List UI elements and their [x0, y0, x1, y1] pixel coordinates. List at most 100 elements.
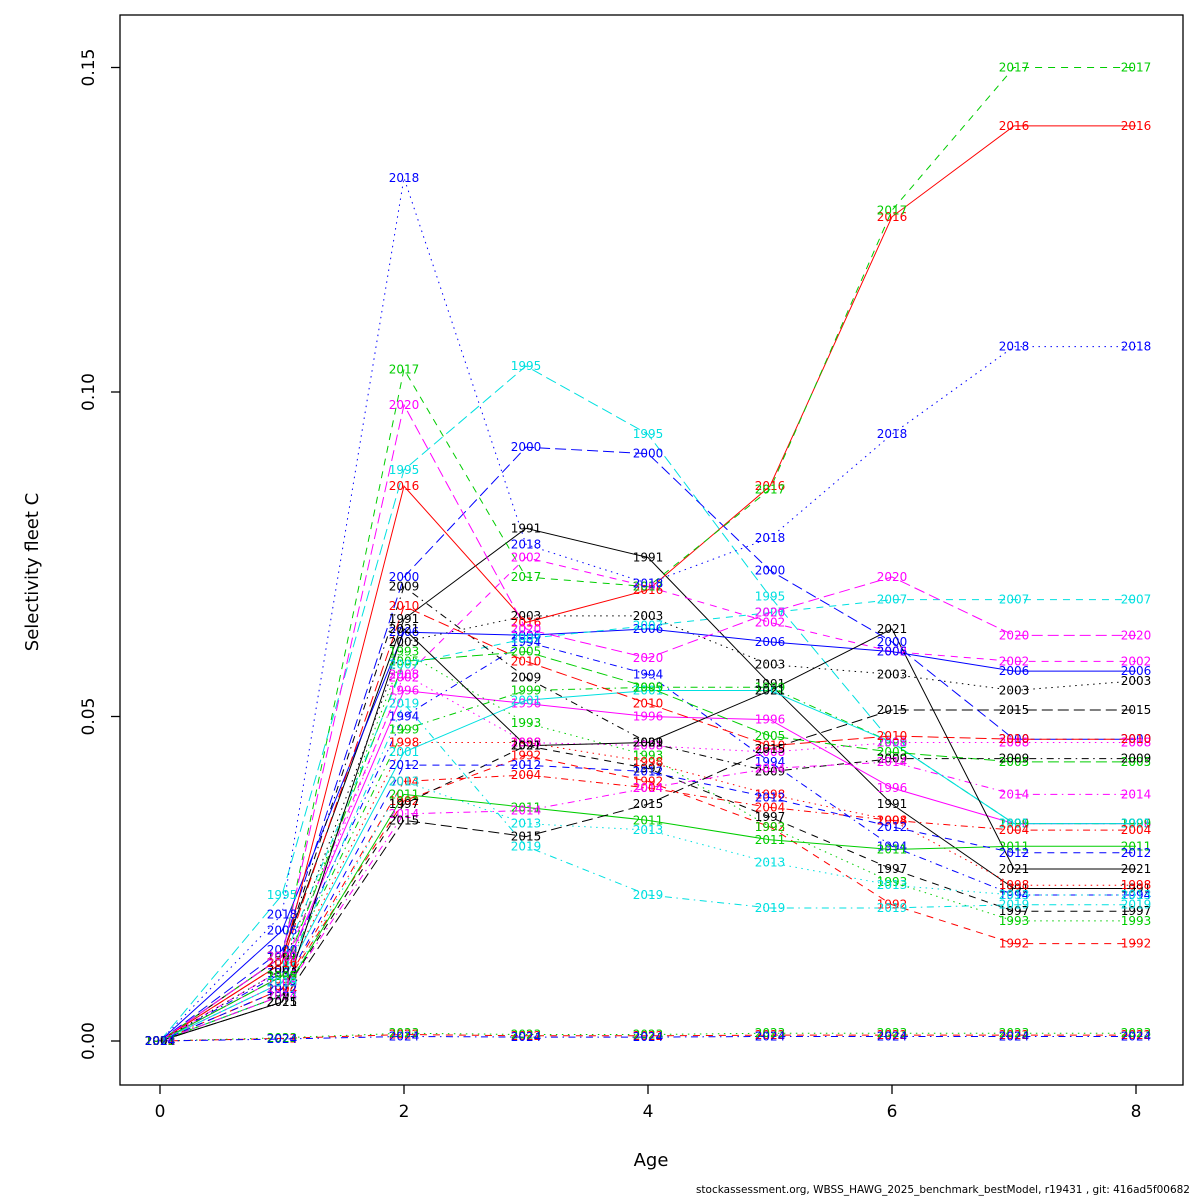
series-label-1997-age1: 1997: [267, 989, 298, 1003]
series-label-2020-age6: 2020: [877, 570, 908, 584]
series-label-2002-age8: 2002: [1121, 654, 1152, 668]
series-label-2002-age1: 2002: [267, 963, 298, 977]
series-label-1998-age2: 1998: [389, 735, 420, 749]
series-line-2011: [159, 793, 1136, 1042]
series-label-2024-age1: 2024: [267, 1032, 298, 1046]
series-label-1994-age7: 1994: [999, 888, 1030, 902]
series-line-2014: [159, 761, 1136, 1042]
series-label-2024-age7: 2024: [999, 1029, 1030, 1043]
series-label-1991-age4: 1991: [633, 550, 664, 564]
series-label-2000-age7: 2000: [999, 732, 1030, 746]
series-label-2013-age0: 2013: [145, 1034, 176, 1048]
x-tick-label: 4: [643, 1102, 654, 1122]
series-label-2002-age3: 2002: [511, 550, 542, 564]
series-label-1995-age5: 1995: [755, 589, 786, 603]
series-label-1996-age3: 1996: [511, 697, 542, 711]
series-label-1995-age0: 1995: [145, 1034, 176, 1048]
series-label-2010-age8: 2010: [1121, 732, 1152, 746]
series-label-2007-age1: 2007: [267, 956, 298, 970]
series-label-2004-age0: 2004: [145, 1034, 176, 1048]
series-label-2015-age4: 2015: [633, 797, 664, 811]
series-label-1993-age7: 1993: [999, 914, 1030, 928]
series-label-2003-age4: 2003: [633, 609, 664, 623]
series-label-2002-age0: 2002: [145, 1034, 176, 1048]
series-line-2010: [159, 605, 1136, 1042]
series-label-1998-age5: 1998: [755, 787, 786, 801]
series-label-2021-age8: 2021: [1121, 862, 1152, 876]
series-label-2015-age0: 2015: [145, 1034, 176, 1048]
series-label-2012-age5: 2012: [755, 791, 786, 805]
series-label-2011-age4: 2011: [633, 813, 664, 827]
series-label-1994-age6: 1994: [877, 839, 908, 853]
series-label-1992-age1: 1992: [267, 982, 298, 996]
series-line-1994: [159, 641, 1136, 1042]
series-label-2024-age6: 2024: [877, 1029, 908, 1043]
series-label-2010-age4: 2010: [633, 697, 664, 711]
series-label-2005-age7: 2005: [999, 755, 1030, 769]
y-tick-label: 0.00: [79, 1022, 99, 1060]
series-label-2009-age5: 2009: [755, 765, 786, 779]
series-label-1997-age8: 1997: [1121, 904, 1152, 918]
series-label-2024-age2: 2024: [389, 1029, 420, 1043]
series-line-2005: [159, 651, 1136, 1042]
series-line-2020: [159, 403, 1136, 1042]
series-label-2007-age6: 2007: [877, 593, 908, 607]
series-label-2024-age3: 2024: [511, 1030, 542, 1044]
series-label-1996-age4: 1996: [633, 710, 664, 724]
series-label-2022-age4: 2022: [633, 1029, 664, 1043]
series-label-2024-age0: 2024: [145, 1034, 176, 1048]
series-label-2007-age3: 2007: [511, 632, 542, 646]
series-label-2019-age2: 2019: [389, 697, 420, 711]
series-label-2009-age2: 2009: [389, 580, 420, 594]
series-label-2001-age0: 2001: [145, 1034, 176, 1048]
series-label-2017-age1: 2017: [267, 950, 298, 964]
series-label-1994-age5: 1994: [755, 755, 786, 769]
series-label-2018-age1: 2018: [267, 907, 298, 921]
series-label-2006-age8: 2006: [1121, 664, 1152, 678]
series-label-2014-age2: 2014: [389, 807, 420, 821]
series-label-2004-age3: 2004: [511, 768, 542, 782]
series-label-2014-age8: 2014: [1121, 787, 1152, 801]
series-label-2021-age3: 2021: [511, 739, 542, 753]
series-label-2017-age7: 2017: [999, 61, 1030, 75]
series-label-2012-age8: 2012: [1121, 846, 1152, 860]
series-label-2023-age1: 2023: [267, 1031, 298, 1045]
series-label-2008-age1: 2008: [267, 976, 298, 990]
series-label-2004-age1: 2004: [267, 982, 298, 996]
series-label-1995-age2: 1995: [389, 463, 420, 477]
series-label-2023-age5: 2023: [755, 1026, 786, 1040]
series-label-1991-age2: 1991: [389, 612, 420, 626]
series-label-2002-age6: 2002: [877, 645, 908, 659]
series-label-2003-age7: 2003: [999, 684, 1030, 698]
series-label-1998-age7: 1998: [999, 878, 1030, 892]
series-label-2007-age8: 2007: [1121, 593, 1152, 607]
series-label-2004-age4: 2004: [633, 781, 664, 795]
series-label-1993-age2: 1993: [389, 645, 420, 659]
series-line-2008: [159, 673, 1136, 1042]
series-label-2020-age2: 2020: [389, 398, 420, 412]
series-label-2007-age5: 2007: [755, 606, 786, 620]
series-label-1999-age7: 1999: [999, 817, 1030, 831]
series-label-1993-age8: 1993: [1121, 914, 1152, 928]
series-label-1996-age2: 1996: [389, 684, 420, 698]
series-label-2020-age0: 2020: [145, 1034, 176, 1048]
series-line-2006: [159, 628, 1136, 1042]
series-label-2004-age8: 2004: [1121, 823, 1152, 837]
series-label-2012-age2: 2012: [389, 758, 420, 772]
series-line-2023: [159, 1032, 1136, 1042]
series-label-1999-age0: 1999: [145, 1034, 176, 1048]
series-label-1991-age7: 1991: [999, 881, 1030, 895]
series-label-2001-age3: 2001: [511, 693, 542, 707]
series-label-2006-age3: 2006: [511, 628, 542, 642]
series-label-1997-age7: 1997: [999, 904, 1030, 918]
series-label-2006-age6: 2006: [877, 645, 908, 659]
series-label-2013-age3: 2013: [511, 817, 542, 831]
series-label-2009-age1: 2009: [267, 950, 298, 964]
series-label-1996-age0: 1996: [145, 1034, 176, 1048]
series-label-2017-age3: 2017: [511, 570, 542, 584]
series-label-2020-age5: 2020: [755, 606, 786, 620]
series-label-2010-age0: 2010: [145, 1034, 176, 1048]
series-label-1996-age5: 1996: [755, 713, 786, 727]
series-label-1994-age0: 1994: [145, 1034, 176, 1048]
